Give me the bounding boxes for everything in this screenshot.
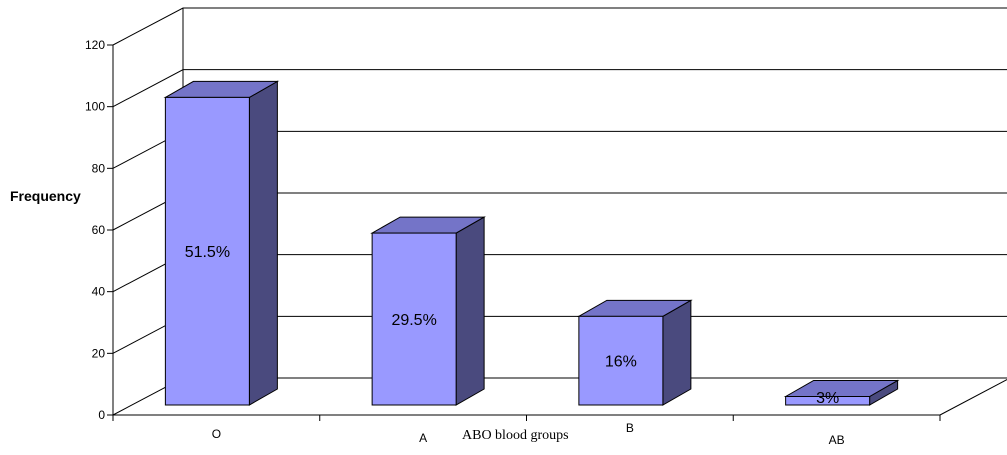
gridline: [112, 69, 1007, 108]
bar-AB: 3%: [783, 379, 900, 407]
y-tick-label: 40: [92, 285, 106, 299]
x-tick-label: B: [626, 421, 634, 435]
bar-front: [785, 396, 871, 406]
bar-B: 16%: [576, 299, 693, 406]
x-tick-label: AB: [829, 433, 845, 447]
data-label: 3%: [816, 390, 839, 407]
y-tick-label: 20: [92, 346, 106, 360]
data-label: 51.5%: [185, 244, 230, 261]
bar-front: [164, 96, 250, 406]
y-tick-label: 60: [92, 223, 106, 237]
y-tick-label: 120: [85, 38, 105, 52]
y-tick-label: 100: [85, 100, 105, 114]
data-label: 29.5%: [391, 312, 436, 329]
bar-A: 29.5%: [370, 216, 487, 406]
x-tick-label: O: [212, 427, 221, 441]
data-label: 16%: [605, 354, 637, 371]
bar-front: [371, 232, 457, 406]
bar-front: [578, 315, 664, 406]
bars: 51.5% 29.5% 16% 3%: [163, 80, 900, 407]
x-tick-label: A: [419, 431, 427, 445]
y-axis-label: Frequency: [10, 188, 81, 204]
bar-side: [248, 80, 278, 406]
y-tick-label: 80: [92, 161, 106, 175]
gridline: [112, 7, 1007, 46]
bar-O: 51.5%: [163, 80, 280, 406]
bar-side: [662, 299, 692, 406]
y-tick-label: 0: [98, 408, 105, 422]
axes: [107, 44, 941, 421]
y-tick-labels: 0 20 40 60 80 100 120: [85, 38, 105, 422]
x-axis-label: ABO blood groups: [462, 428, 569, 443]
bar-side: [455, 216, 485, 406]
